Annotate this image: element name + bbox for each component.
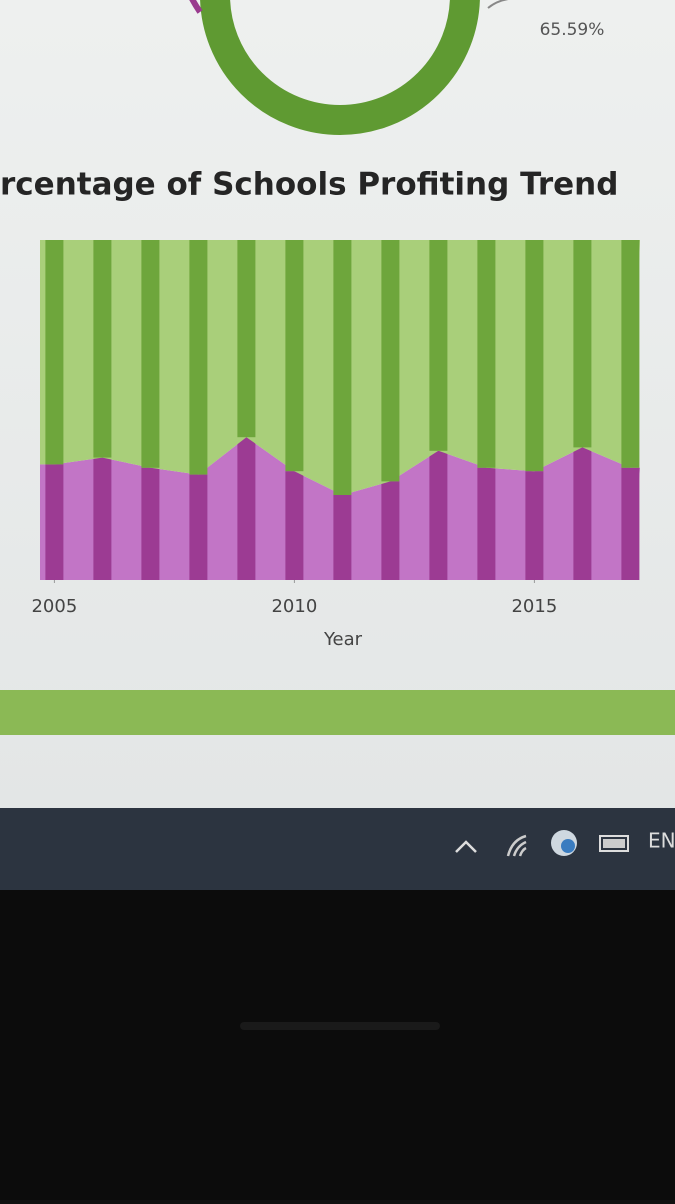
column: [381, 240, 400, 482]
x-axis-label: Year: [323, 629, 363, 650]
column: [477, 467, 496, 580]
globe-detail: [561, 839, 575, 853]
column: [45, 240, 64, 465]
column: [93, 240, 112, 458]
column: [333, 495, 352, 580]
column: [285, 240, 304, 472]
column: [141, 467, 160, 580]
language-indicator[interactable]: EN: [648, 829, 675, 853]
column: [93, 457, 112, 580]
column: [429, 240, 448, 451]
leader-line: [487, 0, 509, 9]
x-tick-label: 2005: [31, 596, 77, 617]
column: [621, 240, 640, 468]
column: [573, 240, 592, 448]
x-tick-label: 2010: [271, 596, 317, 617]
column: [477, 240, 496, 468]
column: [621, 467, 640, 580]
column: [525, 240, 544, 472]
wifi-icon[interactable]: [506, 834, 527, 857]
green-band: [0, 690, 675, 735]
battery-icon[interactable]: [599, 835, 629, 852]
x-tick-label: 2015: [511, 596, 557, 617]
battery-level: [603, 839, 625, 848]
bezel: [0, 890, 675, 1200]
column: [141, 240, 160, 468]
column: [381, 481, 400, 580]
column: [237, 437, 256, 580]
plot: 2005 2010 2015: [31, 240, 640, 617]
chart-title: rcentage of Schools Profiting Trend: [0, 167, 618, 203]
column: [525, 471, 544, 580]
column: [429, 450, 448, 580]
column: [189, 474, 208, 580]
column: [285, 471, 304, 580]
bezel-slot: [240, 1022, 440, 1030]
column: [237, 240, 256, 438]
donut-ring: [200, 0, 480, 135]
donut-slice: [189, 0, 203, 14]
column: [333, 240, 352, 495]
column: [45, 464, 64, 580]
column: [189, 240, 208, 475]
column: [573, 447, 592, 580]
donut-label: 65.59%: [540, 20, 605, 40]
tray-chevron[interactable]: [455, 840, 477, 853]
